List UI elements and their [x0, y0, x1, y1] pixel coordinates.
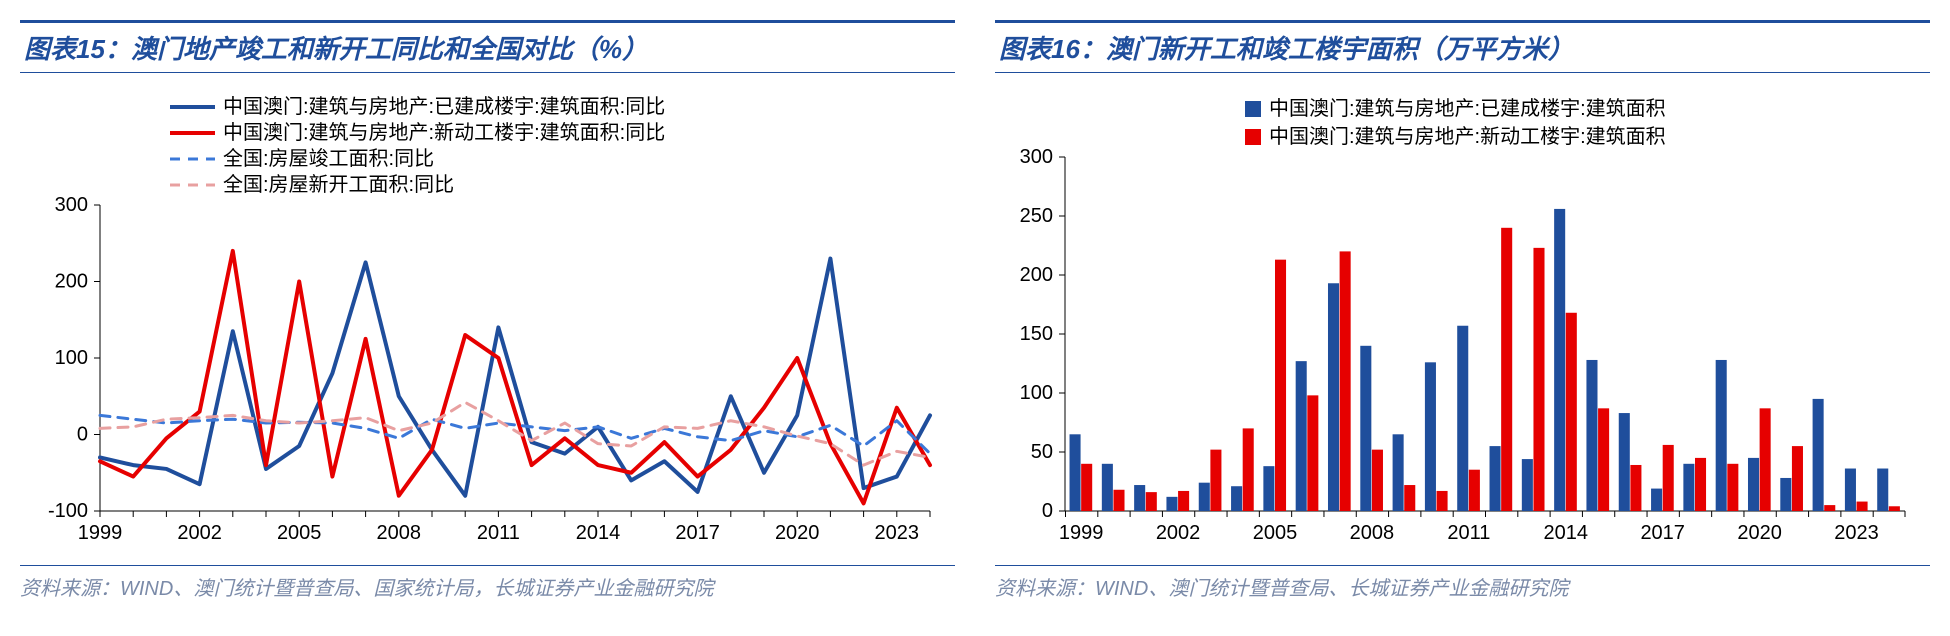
- right-chart-source: 资料来源：WIND、澳门统计暨普查局、长城证券产业金融研究院: [995, 565, 1930, 601]
- svg-text:全国:房屋竣工面积:同比: 全国:房屋竣工面积:同比: [223, 147, 434, 170]
- svg-text:2002: 2002: [177, 522, 222, 544]
- right-chart-area: 中国澳门:建筑与房地产:已建成楼宇:建筑面积中国澳门:建筑与房地产:新动工楼宇:…: [995, 81, 1930, 561]
- svg-text:300: 300: [1020, 146, 1053, 168]
- svg-text:0: 0: [77, 424, 88, 446]
- svg-text:2008: 2008: [1350, 522, 1395, 544]
- svg-text:200: 200: [55, 271, 88, 293]
- left-chart-area: 中国澳门:建筑与房地产:已建成楼宇:建筑面积:同比中国澳门:建筑与房地产:新动工…: [20, 81, 955, 561]
- svg-text:150: 150: [1020, 323, 1053, 345]
- svg-text:2011: 2011: [1447, 522, 1490, 544]
- svg-text:2002: 2002: [1156, 522, 1201, 544]
- svg-text:100: 100: [1020, 382, 1053, 404]
- svg-text:中国澳门:建筑与房地产:新动工楼宇:建筑面积:同比: 中国澳门:建筑与房地产:新动工楼宇:建筑面积:同比: [223, 121, 665, 144]
- left-chart-source: 资料来源：WIND、澳门统计暨普查局、国家统计局，长城证券产业金融研究院: [20, 565, 955, 601]
- svg-text:中国澳门:建筑与房地产:已建成楼宇:建筑面积:同比: 中国澳门:建筑与房地产:已建成楼宇:建筑面积:同比: [223, 95, 665, 118]
- svg-text:2023: 2023: [1834, 522, 1879, 544]
- right-chart-svg: 中国澳门:建筑与房地产:已建成楼宇:建筑面积中国澳门:建筑与房地产:新动工楼宇:…: [995, 81, 1925, 561]
- left-chart-title: 图表15：澳门地产竣工和新开工同比和全国对比（%）: [20, 20, 955, 73]
- right-chart-title: 图表16：澳门新开工和竣工楼宇面积（万平方米）: [995, 20, 1930, 73]
- svg-text:-100: -100: [48, 500, 88, 522]
- svg-text:2017: 2017: [1640, 522, 1685, 544]
- svg-text:2014: 2014: [1544, 522, 1589, 544]
- svg-text:2020: 2020: [1737, 522, 1782, 544]
- svg-text:全国:房屋新开工面积:同比: 全国:房屋新开工面积:同比: [223, 173, 454, 196]
- svg-text:300: 300: [55, 194, 88, 216]
- svg-text:1999: 1999: [78, 522, 123, 544]
- svg-text:中国澳门:建筑与房地产:已建成楼宇:建筑面积: 中国澳门:建筑与房地产:已建成楼宇:建筑面积: [1269, 97, 1666, 120]
- svg-text:100: 100: [55, 347, 88, 369]
- svg-text:2017: 2017: [675, 522, 720, 544]
- svg-text:2020: 2020: [775, 522, 820, 544]
- svg-text:2008: 2008: [377, 522, 422, 544]
- svg-text:250: 250: [1020, 205, 1053, 227]
- svg-text:50: 50: [1031, 441, 1053, 463]
- svg-text:2014: 2014: [576, 522, 621, 544]
- svg-text:200: 200: [1020, 264, 1053, 286]
- svg-text:2005: 2005: [277, 522, 322, 544]
- svg-text:2023: 2023: [875, 522, 920, 544]
- left-chart-svg: 中国澳门:建筑与房地产:已建成楼宇:建筑面积:同比中国澳门:建筑与房地产:新动工…: [20, 81, 950, 561]
- svg-text:2005: 2005: [1253, 522, 1298, 544]
- svg-text:中国澳门:建筑与房地产:新动工楼宇:建筑面积: 中国澳门:建筑与房地产:新动工楼宇:建筑面积: [1269, 125, 1666, 148]
- right-panel: 图表16：澳门新开工和竣工楼宇面积（万平方米） 中国澳门:建筑与房地产:已建成楼…: [995, 20, 1930, 601]
- svg-text:2011: 2011: [477, 522, 520, 544]
- svg-text:1999: 1999: [1059, 522, 1104, 544]
- svg-text:0: 0: [1042, 500, 1053, 522]
- left-panel: 图表15：澳门地产竣工和新开工同比和全国对比（%） 中国澳门:建筑与房地产:已建…: [20, 20, 955, 601]
